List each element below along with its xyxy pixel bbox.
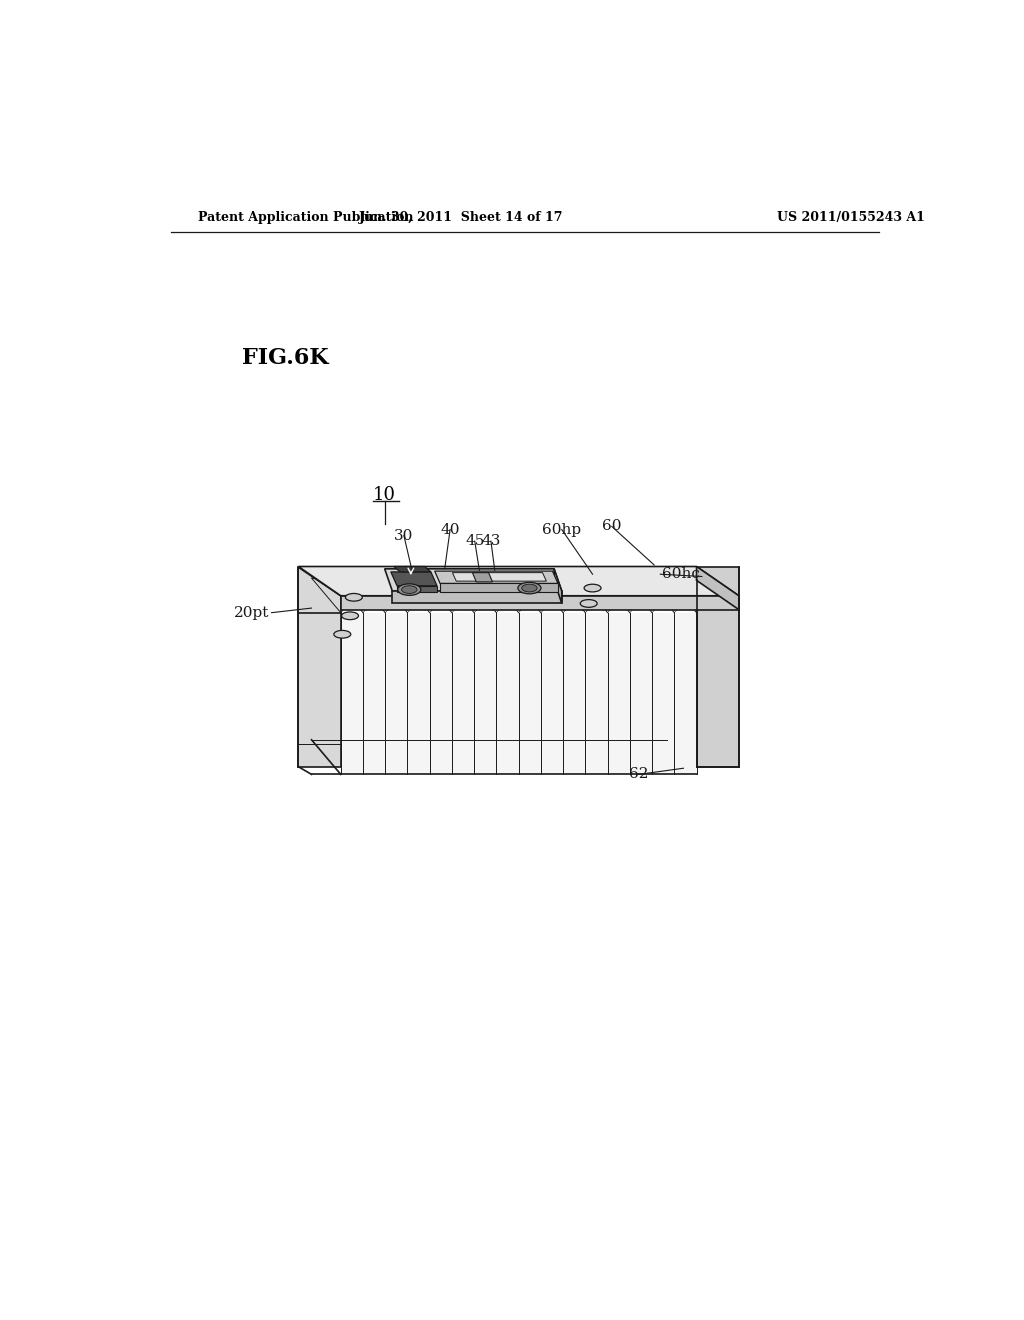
Ellipse shape bbox=[345, 594, 362, 601]
Text: FIG.6K: FIG.6K bbox=[243, 347, 329, 370]
Polygon shape bbox=[392, 591, 562, 603]
Polygon shape bbox=[341, 612, 696, 775]
Text: 60: 60 bbox=[602, 520, 622, 533]
Ellipse shape bbox=[581, 599, 597, 607]
Text: 20pt: 20pt bbox=[233, 606, 269, 619]
Polygon shape bbox=[385, 569, 562, 591]
Text: 60hc: 60hc bbox=[662, 568, 699, 581]
Text: 30: 30 bbox=[394, 529, 414, 543]
Polygon shape bbox=[397, 586, 437, 591]
Polygon shape bbox=[696, 566, 739, 767]
Polygon shape bbox=[472, 573, 493, 582]
Polygon shape bbox=[435, 572, 558, 583]
Ellipse shape bbox=[518, 582, 541, 594]
Ellipse shape bbox=[342, 612, 358, 619]
Text: 62: 62 bbox=[629, 767, 648, 781]
Polygon shape bbox=[341, 595, 739, 610]
Ellipse shape bbox=[397, 583, 421, 595]
Text: 60hp: 60hp bbox=[542, 523, 582, 536]
Polygon shape bbox=[298, 566, 739, 595]
Text: US 2011/0155243 A1: US 2011/0155243 A1 bbox=[777, 211, 926, 224]
Text: Patent Application Publication: Patent Application Publication bbox=[199, 211, 414, 224]
Text: 40: 40 bbox=[440, 523, 460, 536]
Ellipse shape bbox=[401, 586, 417, 594]
Polygon shape bbox=[696, 566, 739, 610]
Polygon shape bbox=[453, 573, 547, 581]
Ellipse shape bbox=[334, 631, 351, 638]
Polygon shape bbox=[440, 583, 558, 591]
Text: Jun. 30, 2011  Sheet 14 of 17: Jun. 30, 2011 Sheet 14 of 17 bbox=[359, 211, 564, 224]
Text: 10: 10 bbox=[373, 486, 396, 504]
Polygon shape bbox=[394, 566, 431, 572]
Polygon shape bbox=[298, 566, 341, 767]
Text: 43: 43 bbox=[481, 535, 501, 548]
Ellipse shape bbox=[584, 585, 601, 591]
Polygon shape bbox=[391, 572, 437, 586]
Ellipse shape bbox=[521, 585, 538, 591]
Text: 45: 45 bbox=[465, 535, 484, 548]
Polygon shape bbox=[554, 569, 562, 603]
